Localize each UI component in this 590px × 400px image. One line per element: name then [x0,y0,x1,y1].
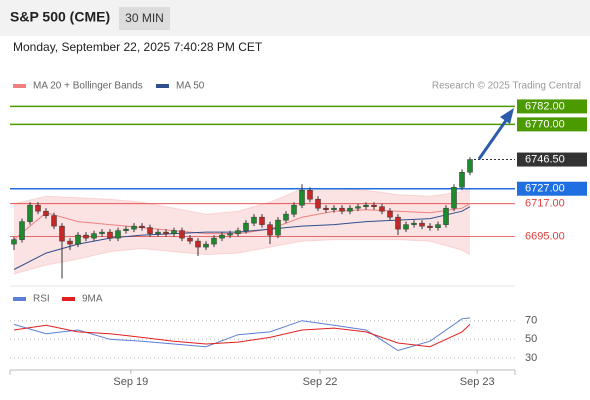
candle-body [387,210,393,218]
candle-body [51,215,57,227]
forecast-arrowhead [500,108,514,124]
level-tag [517,181,587,196]
level-label: 6782.00 [525,100,565,112]
candle-body [363,204,369,207]
candle-body [195,240,201,248]
legend-swatch [13,84,26,88]
level-label: 6695.00 [525,231,565,243]
candle-body [219,234,225,239]
candle-body [155,231,161,234]
candle-body [179,230,185,239]
candle-body [299,189,305,206]
candle-body [67,240,73,245]
candle-body [115,230,121,239]
candle-body [107,231,113,239]
candle-body [467,159,473,173]
indicator-line [13,317,471,352]
candle-body [355,206,361,209]
candle-body [347,207,353,212]
legend-swatch [62,297,75,301]
candle-body [283,213,289,221]
bollinger-lower [13,239,471,275]
level-label: 6770.00 [525,118,565,130]
candle-body [403,224,409,230]
candle-body [235,230,241,234]
interval-label[interactable]: 30 MIN [125,11,164,25]
candle-body [123,228,129,231]
legend-label: RSI [33,294,50,305]
candle-body [75,234,81,245]
instrument-title: S&P 500 (CME) [10,9,110,25]
candle-body [147,227,153,234]
source: Research © 2025 Trading Central [432,81,581,92]
candle-body [163,231,169,234]
candle-body [11,239,17,245]
candle-body [307,189,313,200]
candle-body [323,207,329,210]
y-tick-label: 50 [525,333,537,345]
x-tick-label: Sep 19 [113,376,148,388]
last-price-tag [517,152,587,167]
candle-body [451,186,457,209]
indicator-line [13,324,471,348]
candle-body [259,216,265,225]
candle-body [251,216,257,224]
candle-body [227,233,233,236]
candle-body [411,222,417,225]
chart-layer: MA 20 + Bollinger Bands MA 50 6782.00 6770.… [10,81,587,388]
candle-body [203,243,209,248]
candle-body [83,234,89,239]
candle-body [139,225,145,228]
candle-body [275,219,281,236]
y-tick-label: 70 [525,315,537,327]
y-tick-label: 30 [525,352,537,364]
candle-body [243,222,249,231]
candle-body [267,224,273,236]
candle-body [371,204,377,207]
legend-label: MA 50 [176,81,205,92]
candle-body [19,221,25,240]
level-label: 6727.00 [525,183,565,195]
legend-swatch [13,297,26,301]
level-tag [517,117,587,132]
forecast-arrow [477,118,509,160]
legend-label: MA 20 + Bollinger Bands [33,81,143,92]
candle-body [211,237,217,245]
level-label: 6717.00 [525,198,565,210]
candle-body [99,231,105,234]
candle-body [315,198,321,209]
candle-body [459,172,465,188]
x-tick-label: Sep 23 [460,376,495,388]
candle-body [331,207,337,210]
header-bar [0,0,590,36]
candle-body [27,204,33,222]
bollinger-upper [13,188,471,215]
candle-body [379,206,385,212]
timestamp: Monday, September 22, 2025 7:40:28 PM CE… [13,40,263,54]
interval-button[interactable] [119,7,170,30]
candle-body [131,225,137,230]
candle-body [35,204,41,212]
candle-body [443,207,449,225]
candle-body [419,222,425,227]
candle-body [435,224,441,228]
ma-line [13,206,471,270]
candle-body [339,207,345,212]
legend-swatch [156,84,169,88]
ma-line [13,203,471,240]
candle-body [395,216,401,230]
last-price-label: 6746.50 [525,153,565,165]
candle-body [291,204,297,215]
candle-body [43,210,49,216]
x-tick-label: Sep 22 [303,376,338,388]
candle-body [187,237,193,242]
level-tag [517,99,587,114]
candle-body [59,225,65,242]
candle-body [91,233,97,239]
candle-body [171,230,177,234]
legend-label: 9MA [82,294,103,305]
candle-body [427,225,433,228]
